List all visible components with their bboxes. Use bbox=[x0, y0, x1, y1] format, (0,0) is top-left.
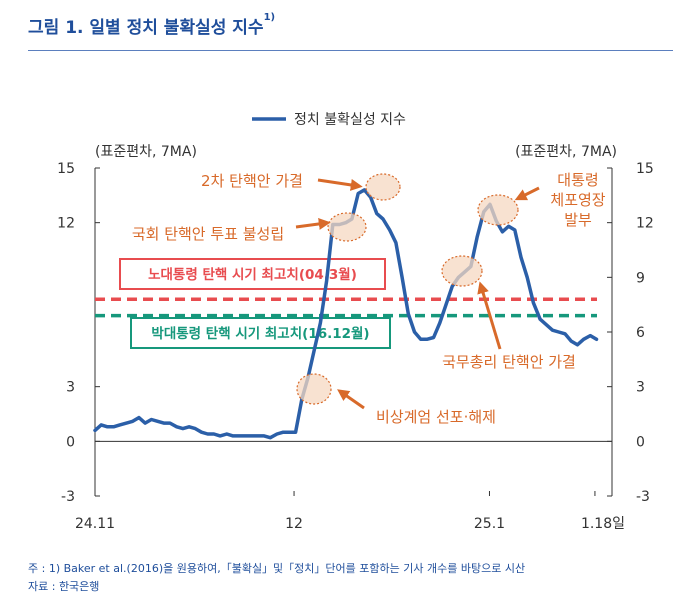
annotation-arrow bbox=[337, 389, 365, 410]
highlight-circle bbox=[477, 194, 519, 226]
footnote-data-source: 자료 : 한국은행 bbox=[28, 580, 100, 593]
annotation-arrow bbox=[514, 186, 540, 201]
legend: 정치 불확실성 지수 bbox=[252, 112, 406, 128]
x-tick-label: 24.11 bbox=[75, 516, 115, 532]
figure-title: 그림 1. 일별 정치 불확실성 지수1) bbox=[28, 12, 276, 38]
right-axis-unit: (표준편차, 7MA) bbox=[515, 144, 617, 160]
x-tick-label: 12 bbox=[285, 516, 303, 532]
annotation-label: 비상계엄 선포·해제 bbox=[376, 408, 496, 426]
reference-lines: 노대통령 탄핵 시기 최고치(04.3월) 박대통령 탄핵 시기 최고치(16.1… bbox=[95, 258, 597, 349]
title-divider bbox=[28, 50, 673, 51]
reference-label: 노대통령 탄핵 시기 최고치(04.3월) bbox=[148, 266, 357, 283]
left-tick-label: 15 bbox=[57, 161, 75, 177]
figure-title-text: 그림 1. 일별 정치 불확실성 지수 bbox=[28, 18, 264, 38]
right-tick-label: 15 bbox=[636, 161, 654, 177]
highlight-circle bbox=[365, 173, 401, 201]
right-tick-label: 3 bbox=[636, 380, 645, 396]
right-tick-label: -3 bbox=[636, 489, 650, 505]
right-tick-label: 0 bbox=[636, 434, 645, 450]
left-tick-label: 3 bbox=[66, 380, 75, 396]
footnotes: 주 : 1) Baker et al.(2016)을 원용하여,「불확실」및「정… bbox=[28, 560, 525, 596]
annotation-arrow bbox=[295, 218, 331, 230]
right-tick-label: 6 bbox=[636, 325, 645, 341]
annotation-label: 2차 탄핵안 가결 bbox=[201, 172, 303, 190]
figure-title-footnote-mark: 1) bbox=[263, 12, 276, 23]
footnote-source-method: 주 : 1) Baker et al.(2016)을 원용하여,「불확실」및「정… bbox=[28, 562, 526, 575]
reference-label-box bbox=[119, 258, 386, 290]
annotation-label: 대통령 bbox=[557, 171, 598, 189]
right-tick-label: 12 bbox=[636, 216, 654, 232]
annotation-arrow bbox=[477, 281, 502, 350]
right-tick-label: 9 bbox=[636, 270, 645, 286]
highlight-circle bbox=[296, 373, 332, 405]
reference-label-box bbox=[130, 317, 391, 349]
highlight-circle bbox=[441, 255, 483, 287]
highlight-circle bbox=[327, 212, 367, 242]
reference-label: 박대통령 탄핵 시기 최고치(16.12월) bbox=[151, 325, 369, 342]
annotation-arrow bbox=[317, 178, 363, 191]
left-tick-label: -3 bbox=[61, 489, 75, 505]
annotation-label: 체포영장 bbox=[550, 191, 605, 209]
annotation-label: 국회 탄핵안 투표 불성립 bbox=[132, 225, 284, 243]
x-tick-label: 25.1 bbox=[474, 516, 505, 532]
annotation-label: 발부 bbox=[564, 211, 592, 229]
annotation-label: 국무총리 탄핵안 가결 bbox=[442, 353, 576, 371]
left-axis-unit: (표준편차, 7MA) bbox=[95, 144, 197, 160]
left-tick-label: 12 bbox=[57, 216, 75, 232]
left-tick-label: 0 bbox=[66, 434, 75, 450]
legend-label: 정치 불확실성 지수 bbox=[294, 112, 406, 128]
x-tick-label: 1.18일 bbox=[581, 516, 625, 532]
